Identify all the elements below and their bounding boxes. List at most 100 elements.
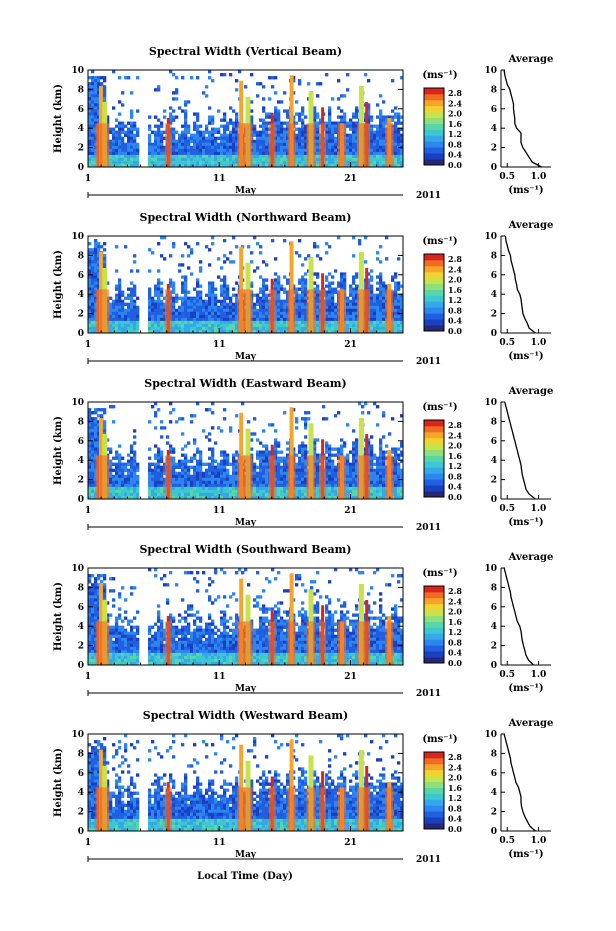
heatmap-cell [301, 139, 305, 144]
heatmap-cell [121, 139, 125, 144]
heatmap-cell [154, 160, 158, 165]
heatmap-cell [256, 154, 260, 159]
heatmap-cell [172, 447, 176, 451]
heatmap-cell [301, 329, 305, 334]
heatmap-cell [160, 121, 164, 125]
heatmap-cell [370, 139, 374, 144]
heatmap-cell [316, 112, 320, 116]
heatmap-cell [304, 127, 308, 131]
heatmap-cell [346, 148, 350, 153]
heatmap-cell [301, 157, 305, 162]
heatmap-cell [172, 320, 176, 325]
heatmap-cell [316, 139, 320, 144]
heatmap-cell [184, 308, 188, 313]
heatmap-cell [328, 142, 332, 147]
heatmap-cell [118, 317, 122, 322]
heatmap-cell [103, 88, 107, 92]
heatmap-cell [151, 474, 155, 479]
average-y-tick-label: 2 [491, 144, 497, 154]
heatmap-cell [373, 139, 377, 144]
heatmap-cell [370, 323, 374, 328]
heatmap-cell [370, 136, 374, 141]
heatmap-cell [217, 257, 221, 261]
heatmap-cell [337, 284, 341, 288]
heatmap-cell [382, 290, 386, 294]
heatmap-cell [157, 456, 161, 460]
heatmap-cell [133, 254, 137, 258]
heatmap-cell [226, 462, 230, 466]
heatmap-cell [208, 438, 212, 442]
heatmap-cell [181, 329, 185, 334]
heatmap-cell [121, 311, 125, 316]
heatmap-cell [283, 239, 287, 243]
heatmap-cell [181, 465, 185, 469]
heatmap-cell [88, 320, 92, 325]
heatmap-cell [88, 115, 92, 119]
heatmap-cell [280, 121, 284, 125]
heatmap-cell [295, 157, 299, 162]
heatmap-cell [88, 462, 92, 466]
heatmap-cell [379, 290, 383, 294]
heatmap-cell [94, 248, 98, 252]
heatmap-cell [301, 447, 305, 451]
heatmap-cell [262, 468, 266, 473]
heatmap-cell [112, 480, 116, 485]
heatmap-cell [301, 263, 305, 267]
heatmap-cell [277, 136, 281, 141]
heatmap-cell [181, 495, 185, 500]
heatmap-cell [151, 405, 155, 409]
heatmap-cell [295, 426, 299, 430]
heatmap-cell [334, 311, 338, 316]
heatmap-cell [181, 160, 185, 165]
heatmap-cell [331, 130, 335, 134]
heatmap-cell [217, 160, 221, 165]
heatmap-cell [184, 474, 188, 479]
heatmap-cell [157, 299, 161, 303]
heatmap-cell [325, 465, 329, 469]
heatmap-cell [88, 260, 92, 264]
heatmap-cell [262, 136, 266, 141]
heatmap-cell [385, 115, 389, 119]
heatmap-cell [127, 480, 131, 485]
heatmap-cell [334, 127, 338, 131]
heatmap-cell [157, 278, 161, 282]
heatmap-spike-core [363, 289, 371, 333]
heatmap-cell [325, 296, 329, 300]
heatmap-cell [331, 124, 335, 128]
heatmap-cell [130, 151, 134, 156]
heatmap-cell [91, 79, 95, 83]
heatmap-cell [217, 127, 221, 131]
heatmap-cell [97, 432, 101, 436]
heatmap-cell [160, 290, 164, 294]
heatmap-cell [232, 157, 236, 162]
heatmap-cell [109, 492, 113, 497]
colorbar-tick-label: 0.4 [448, 150, 462, 160]
heatmap-cell [346, 124, 350, 128]
heatmap-cell [295, 112, 299, 116]
heatmap-cell [334, 314, 338, 319]
heatmap-cell [316, 474, 320, 479]
heatmap-cell [148, 136, 152, 141]
heatmap-cell [196, 154, 200, 159]
heatmap-cell [163, 160, 167, 165]
heatmap-cell [154, 411, 158, 415]
heatmap-cell [283, 148, 287, 153]
heatmap-cell [235, 293, 239, 297]
heatmap-cell [295, 290, 299, 294]
heatmap-cell [124, 329, 128, 334]
heatmap-cell [154, 320, 158, 325]
heatmap-cell [187, 329, 191, 334]
heatmap-cell [280, 151, 284, 156]
heatmap-cell [370, 317, 374, 322]
heatmap-cell [217, 323, 221, 328]
heatmap-cell [208, 326, 212, 331]
heatmap-cell [346, 311, 350, 316]
heatmap-cell [97, 82, 101, 86]
heatmap-cell [118, 480, 122, 485]
heatmap-cell [184, 127, 188, 131]
heatmap-cell [253, 480, 257, 485]
heatmap-cell [277, 468, 281, 473]
heatmap-cell [214, 329, 218, 334]
heatmap-cell [112, 139, 116, 144]
heatmap-cell [253, 492, 257, 497]
